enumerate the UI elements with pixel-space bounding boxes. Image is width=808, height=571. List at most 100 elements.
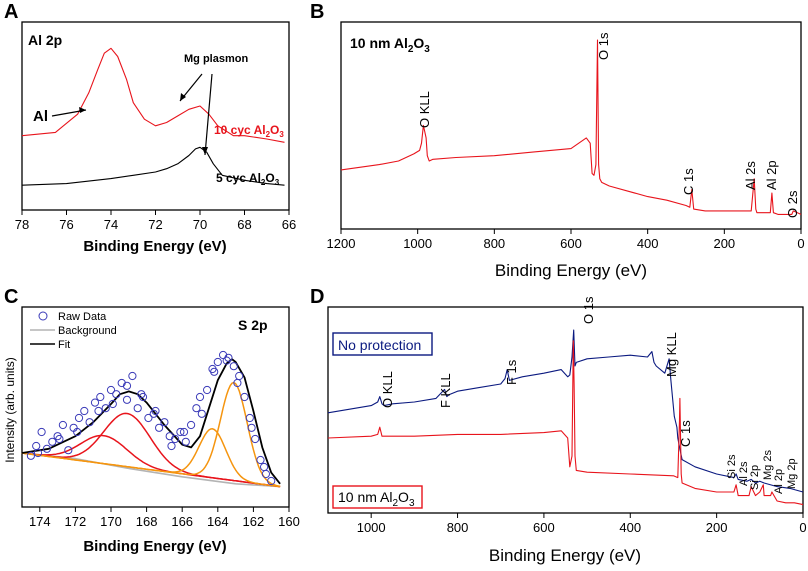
panel-c-raw-point-29 — [181, 437, 190, 446]
panel-c-raw-point-7 — [64, 446, 73, 455]
panel-d-x-ticks: 1000 800 600 400 200 0 — [357, 513, 807, 535]
panel-c-raw-point-0 — [26, 451, 35, 460]
panel-c-frame — [21, 306, 290, 508]
panel-a-legend-10cyc: 10 cyc Al2O3 — [214, 123, 284, 139]
panel-label-a: A — [4, 1, 18, 23]
panel-b-tick-label-3: 600 — [560, 236, 582, 251]
panel-c-tick-label-6: 162 — [243, 514, 265, 529]
panel-a-series-5cyc — [21, 146, 285, 186]
panel-b-annotation-al-2s: Al 2s — [743, 161, 758, 190]
panel-b-tick-label-5: 200 — [713, 236, 735, 251]
panel-d-xlabel: Binding Energy (eV) — [489, 546, 641, 565]
panel-b-xlabel: Binding Energy (eV) — [495, 261, 647, 280]
panel-c-raw-point-48 — [73, 427, 82, 437]
panel-d-annotation-mg-2p: Mg 2p — [786, 458, 798, 489]
panel-c-xlabel: Binding Energy (eV) — [83, 538, 226, 555]
panel-d-tick-label-4: 200 — [706, 520, 728, 535]
panel-c-raw-point-3 — [42, 444, 52, 453]
panel-label-d: D — [310, 286, 324, 308]
panel-a-tick-label-1: 76 — [59, 217, 73, 232]
panel-d-tick-label-0: 1000 — [357, 520, 386, 535]
panel-c-raw-point-22 — [144, 413, 153, 423]
panel-c-raw-point-59 — [233, 378, 242, 388]
panel-a-annotation-mg-plasmon: Mg plasmon — [184, 53, 248, 65]
legend-no-protection-label: No protection — [338, 337, 421, 353]
panel-c-raw-point-58 — [222, 356, 231, 365]
legend-10nm-label: 10 nm Al2O3 — [338, 489, 415, 509]
panel-c-raw-point-19 — [128, 371, 137, 381]
panel-c-raw-point-32 — [197, 409, 206, 418]
panel-c-legend: Raw Data Background Fit — [30, 311, 117, 351]
panel-a-annotation-al: Al — [33, 108, 48, 125]
panel-d-annotation-si-2s: Si 2s — [726, 454, 738, 479]
panel-a-tick-label-3: 72 — [148, 217, 162, 232]
panel-c-raw-point-46 — [33, 448, 43, 458]
panel-c-raw-point-2 — [37, 427, 46, 437]
panel-b-title: 10 nm Al2O3 — [350, 35, 430, 55]
panel-d-annotation-al-2s: Al 2s — [738, 461, 750, 486]
legend-background-label: Background — [58, 325, 117, 337]
panel-c-raw-point-53 — [151, 406, 160, 416]
panel-c-raw-point-50 — [108, 399, 117, 409]
panel-c-raw-point-1 — [32, 441, 41, 451]
panel-c-raw-point-24 — [155, 423, 164, 432]
panel-a-tick-label-0: 78 — [15, 217, 29, 232]
panel-d-annotation-si-2p: Si 2p — [749, 465, 761, 490]
panel-b-series — [340, 39, 802, 215]
legend-fit-label: Fit — [58, 339, 70, 351]
panel-label-b: B — [310, 1, 324, 23]
panel-c-raw-point-52 — [137, 390, 146, 399]
panel-c-raw-point-25 — [160, 418, 169, 427]
panel-b-annotation-al-2p: Al 2p — [764, 160, 779, 190]
panel-c-tick-label-7: 160 — [278, 514, 300, 529]
panel-c-raw-point-60 — [247, 423, 256, 432]
panel-c-raw-point-16 — [112, 390, 121, 399]
panel-d-annotation-o-kll: O KLL — [380, 371, 395, 408]
panel-c-raw-point-6 — [58, 420, 68, 430]
panel-c-raw-point-14 — [101, 404, 110, 413]
panel-c-series — [21, 350, 281, 488]
panel-c-component-0 — [21, 412, 281, 488]
panel-c-raw-point-31 — [192, 404, 201, 413]
panel-d-tick-label-1: 800 — [447, 520, 469, 535]
panel-c-raw-point-51 — [122, 381, 132, 390]
panel-a-series — [21, 47, 285, 186]
panel-c-tick-label-3: 168 — [136, 514, 158, 529]
panel-d-annotation-c-1s: C 1s — [678, 420, 693, 447]
panel-c-tick-label-1: 172 — [65, 514, 87, 529]
panel-label-c: C — [4, 286, 18, 308]
panel-c-raw-point-10 — [80, 406, 89, 416]
panel-c-raw-point-49 — [94, 406, 103, 416]
panel-a-arrow-mg-2 — [204, 73, 213, 156]
panel-a-series-10cyc — [21, 47, 285, 143]
panel-b-series-survey — [340, 39, 802, 215]
panel-a-arrowhead-mg-1 — [180, 93, 186, 101]
panel-c-tick-label-2: 170 — [100, 514, 122, 529]
panel-c-raw-point-39 — [235, 371, 244, 381]
panel-c-raw-point-18 — [122, 395, 132, 404]
panel-c-fit-line — [21, 358, 281, 485]
panel-d-annotation-mg-2s: Mg 2s — [762, 450, 774, 480]
panel-d-frame — [327, 306, 804, 514]
panel-d-annotation-f-kll: F KLL — [438, 373, 453, 408]
panel-c-tick-label-0: 174 — [29, 514, 51, 529]
panel-d-tick-label-2: 600 — [533, 520, 555, 535]
panel-c-raw-point-13 — [96, 392, 105, 402]
panel-c-tick-label-4: 166 — [171, 514, 193, 529]
panel-d-annotation-f-1s: F 1s — [504, 359, 519, 385]
panel-d-annotation-mg-kll: Mg KLL — [664, 332, 679, 377]
panel-c-raw-point-45 — [267, 476, 276, 486]
legend-raw-data-label: Raw Data — [58, 311, 107, 323]
panel-a-tick-label-4: 70 — [193, 217, 207, 232]
panel-d-series-10nm — [327, 340, 804, 506]
panel-a-legend-5cyc: 5 cyc Al2O3 — [216, 171, 280, 187]
panel-d-annotation-al-2p: Al 2p — [773, 469, 785, 494]
panel-c-raw-point-61 — [260, 462, 269, 472]
panel-c-ylabel: Intensity (arb. units) — [3, 357, 17, 462]
panel-b-annotation-o-1s: O 1s — [596, 32, 611, 60]
panel-c-component-3 — [21, 428, 281, 488]
panel-c-raw-point-30 — [187, 420, 196, 430]
panel-a-tick-label-2: 74 — [104, 217, 118, 232]
panel-b-tick-label-2: 800 — [483, 236, 505, 251]
panel-c-raw-point-56 — [195, 392, 205, 402]
